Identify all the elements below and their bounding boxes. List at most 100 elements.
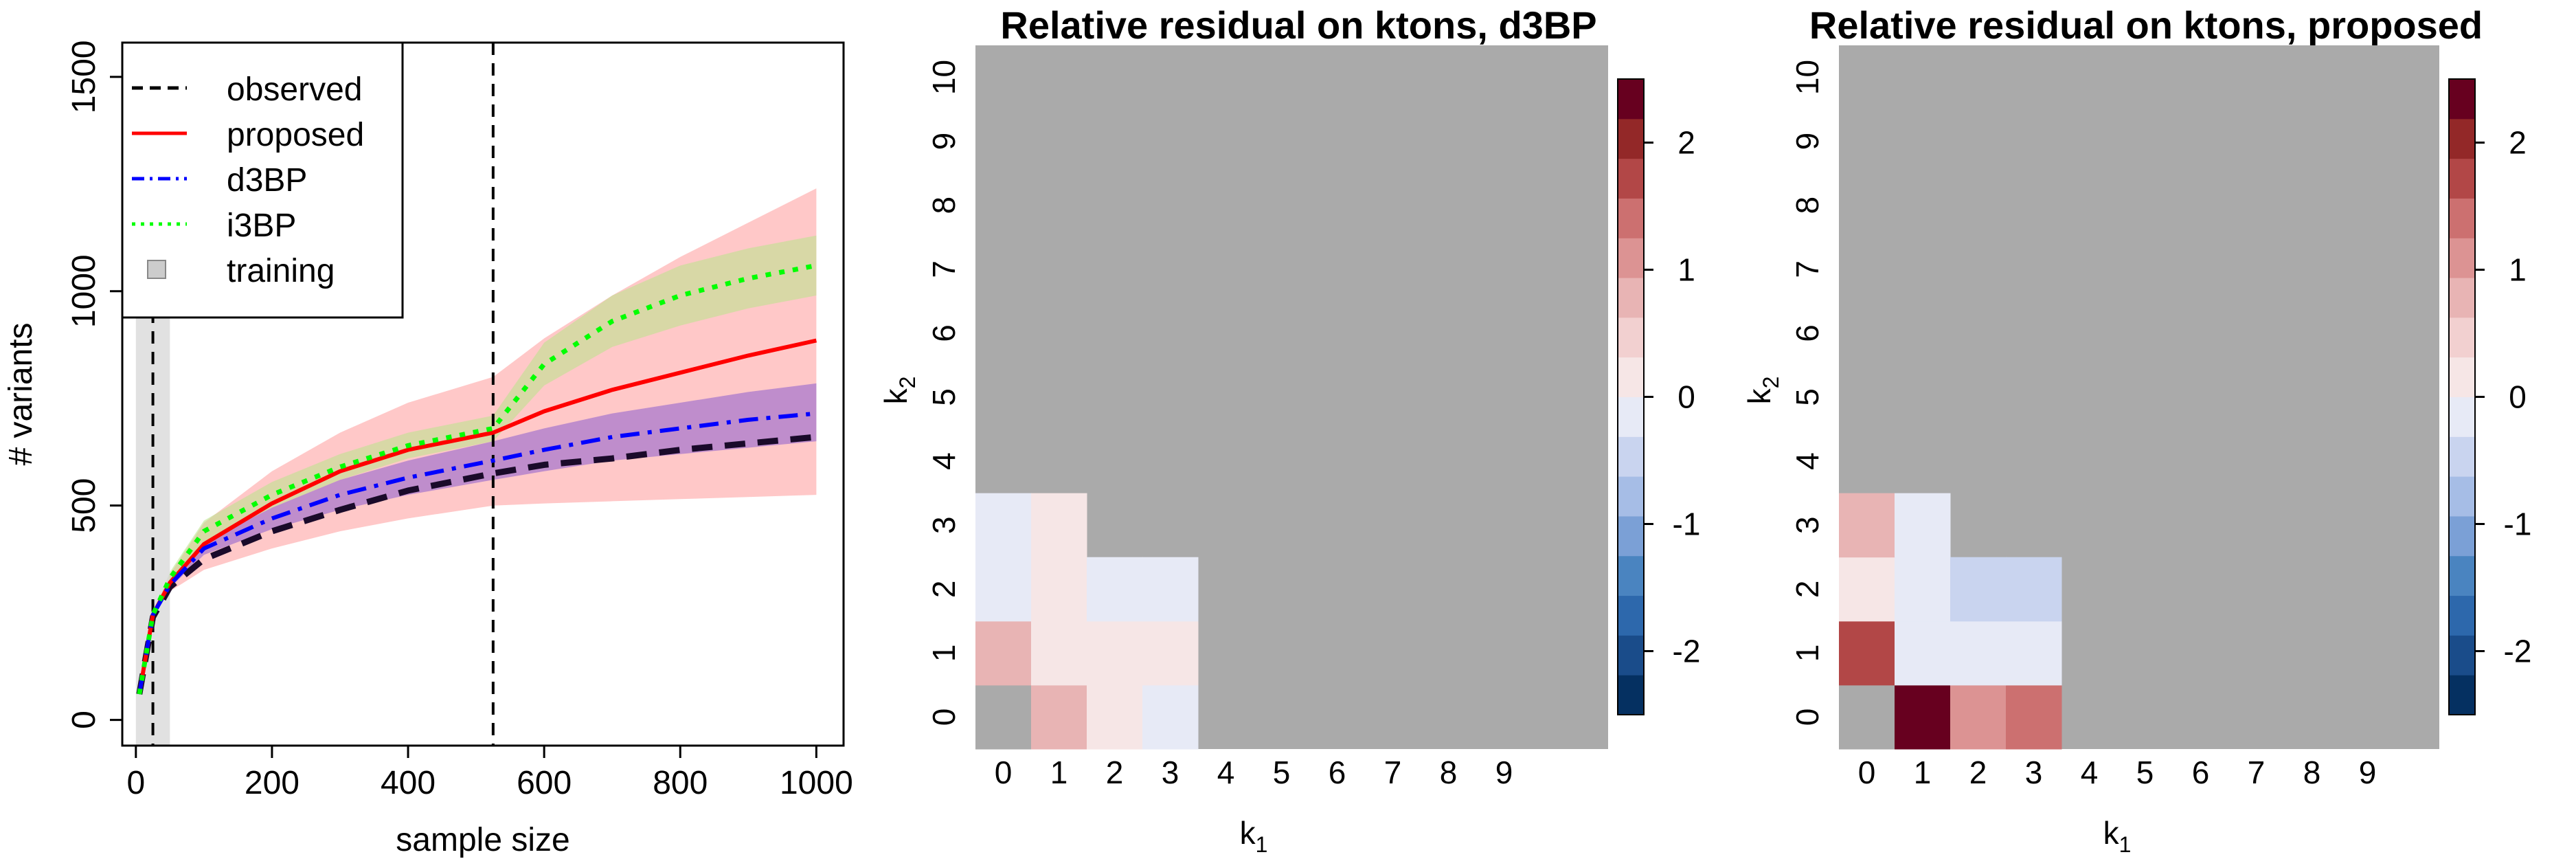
x-tick-label: 0 (995, 755, 1013, 790)
y-tick-label: 10 (1789, 60, 1825, 95)
heatmap-panel-d3bp: Relative residual on ktons, d3BP 0 1 2 3 4 5 6… (878, 3, 1700, 857)
heatmap-cell-k1-2-k2-0 (1087, 684, 1143, 750)
band-i3BP (139, 235, 817, 695)
x-axis-label-main: k (1240, 815, 1256, 851)
colorbar-tick-label: 2 (1677, 125, 1695, 161)
y-tick-label: 3 (1789, 516, 1825, 534)
x-tick-label: 4 (1217, 755, 1235, 790)
colorbar-segment (2449, 317, 2475, 358)
y-tick-label: 6 (926, 324, 962, 342)
y-tick-label: 8 (1789, 197, 1825, 214)
colorbar-segment (2449, 238, 2475, 278)
colorbar-tick-label: 0 (2509, 379, 2527, 415)
band-d3BP (139, 383, 817, 695)
colorbar-segment (1618, 397, 1644, 437)
colorbar-tick-label: 2 (2509, 125, 2527, 161)
y-tick-label: 7 (1789, 260, 1825, 278)
colorbar-segment (2449, 198, 2475, 238)
x-axis-label-sub: 1 (1256, 832, 1268, 857)
x-tick-label: 1 (1050, 755, 1068, 790)
x-tick-label: 400 (381, 765, 436, 801)
colorbar-segment (2449, 79, 2475, 120)
confidence-bands (139, 188, 817, 695)
y-axis: 0 1 2 3 4 5 6 7 8 9 10 (926, 60, 962, 726)
y-tick-label: 1000 (66, 254, 102, 328)
heatmap-cell-k1-3-k2-1 (1142, 621, 1199, 686)
y-tick-label: 1500 (66, 41, 102, 114)
y-tick-label: 8 (926, 197, 962, 214)
x-tick-label: 8 (2303, 755, 2321, 790)
heatmap-cell-k1-3-k2-1 (2006, 621, 2062, 686)
x-tick-label: 6 (1329, 755, 1346, 790)
colorbar-tick-label: 1 (2509, 252, 2527, 288)
colorbar-tick-label: 1 (1677, 252, 1695, 288)
legend-label-proposed: proposed (227, 117, 364, 153)
series-lines (136, 263, 817, 695)
x-tick-label: 9 (1495, 755, 1513, 790)
x-tick-label: 7 (2248, 755, 2266, 790)
colorbar-segment (2449, 595, 2475, 636)
y-axis-label: # variants (3, 322, 39, 465)
y-axis: 0 500 1000 1500 (66, 41, 122, 729)
y-tick-label: 9 (1789, 133, 1825, 150)
colorbar-tick-label: -2 (2504, 634, 2532, 669)
heatmap-cell-k1-1-k2-3 (1895, 493, 1951, 558)
x-tick-label: 5 (1273, 755, 1291, 790)
colorbar-segment (2449, 118, 2475, 159)
x-tick-label: 600 (517, 765, 572, 801)
x-tick-label: 0 (1858, 755, 1876, 790)
colorbar-tick-label: 0 (1677, 379, 1695, 415)
colorbar-segment (2449, 515, 2475, 557)
heatmap-cell-k1-3-k2-0 (2006, 684, 2062, 750)
y-tick-label: 5 (926, 388, 962, 406)
colorbar-segment (1618, 515, 1644, 557)
heatmap-cell-k1-1-k2-3 (1031, 493, 1087, 558)
x-tick-label: 4 (2081, 755, 2099, 790)
heatmap-cell-k1-2-k2-1 (1087, 621, 1143, 686)
colorbar-segment (2449, 675, 2475, 715)
colorbar-segment (1618, 238, 1644, 278)
heatmap-cell-k1-1-k2-2 (1895, 557, 1951, 622)
legend-label-training: training (227, 253, 335, 289)
x-axis-label: k1 (1240, 815, 1268, 857)
colorbar-segment (2449, 476, 2475, 517)
series-line-proposed (137, 338, 817, 695)
colorbar-segment (2449, 278, 2475, 318)
heatmap-panel-proposed: Relative residual on ktons, proposed 0 1 2… (1741, 3, 2531, 857)
line-chart-panel: 0 200 400 600 800 1000 0 500 1000 1500 sample si… (3, 41, 853, 858)
colorbar-segment (1618, 317, 1644, 358)
y-tick-label: 7 (926, 260, 962, 278)
colorbar-tick-label: -1 (1673, 506, 1701, 542)
x-axis-label: sample size (396, 822, 569, 858)
series-line-i3BP (137, 263, 817, 695)
x-tick-label: 1 (1914, 755, 1932, 790)
y-tick-label: 2 (926, 580, 962, 598)
x-tick-label: 7 (1384, 755, 1402, 790)
legend-label-observed: observed (227, 71, 362, 108)
heatmap-cell-k1-1-k2-1 (1031, 621, 1087, 686)
y-axis-label-sub: 2 (895, 377, 920, 389)
heatmap-cell-k1-1-k2-1 (1895, 621, 1951, 686)
y-tick-label: 1 (926, 645, 962, 662)
heatmap-cell-k1-0-k2-0 (1839, 684, 1895, 750)
colorbar-segment (2449, 158, 2475, 199)
x-tick-label: 2 (1106, 755, 1124, 790)
legend-label-i3BP: i3BP (227, 208, 296, 244)
heatmap-cell-k1-0-k2-3 (975, 493, 1032, 558)
chart-title: Relative residual on ktons, proposed (1809, 3, 2483, 47)
y-axis-label: k2 (1741, 377, 1783, 405)
colorbar-segment (1618, 555, 1644, 596)
y-tick-label: 0 (66, 711, 102, 729)
legend: observed proposed d3BP i3BP training (121, 41, 404, 319)
colorbar-segment (1618, 675, 1644, 715)
heatmap-cell-k1-3-k2-2 (1142, 557, 1199, 622)
x-axis: 0 1 2 3 4 5 6 7 8 9 (995, 755, 1513, 790)
x-axis-label-main: k (2103, 815, 2120, 851)
heatmap-cell-k1-0-k2-3 (1839, 493, 1895, 558)
x-tick-label: 800 (653, 765, 708, 801)
heatmap-cell-k1-0-k2-2 (1839, 557, 1895, 622)
x-axis: 0 1 2 3 4 5 6 7 8 9 (1858, 755, 2377, 790)
legend-swatch-training (147, 260, 166, 279)
x-tick-label: 8 (1440, 755, 1458, 790)
